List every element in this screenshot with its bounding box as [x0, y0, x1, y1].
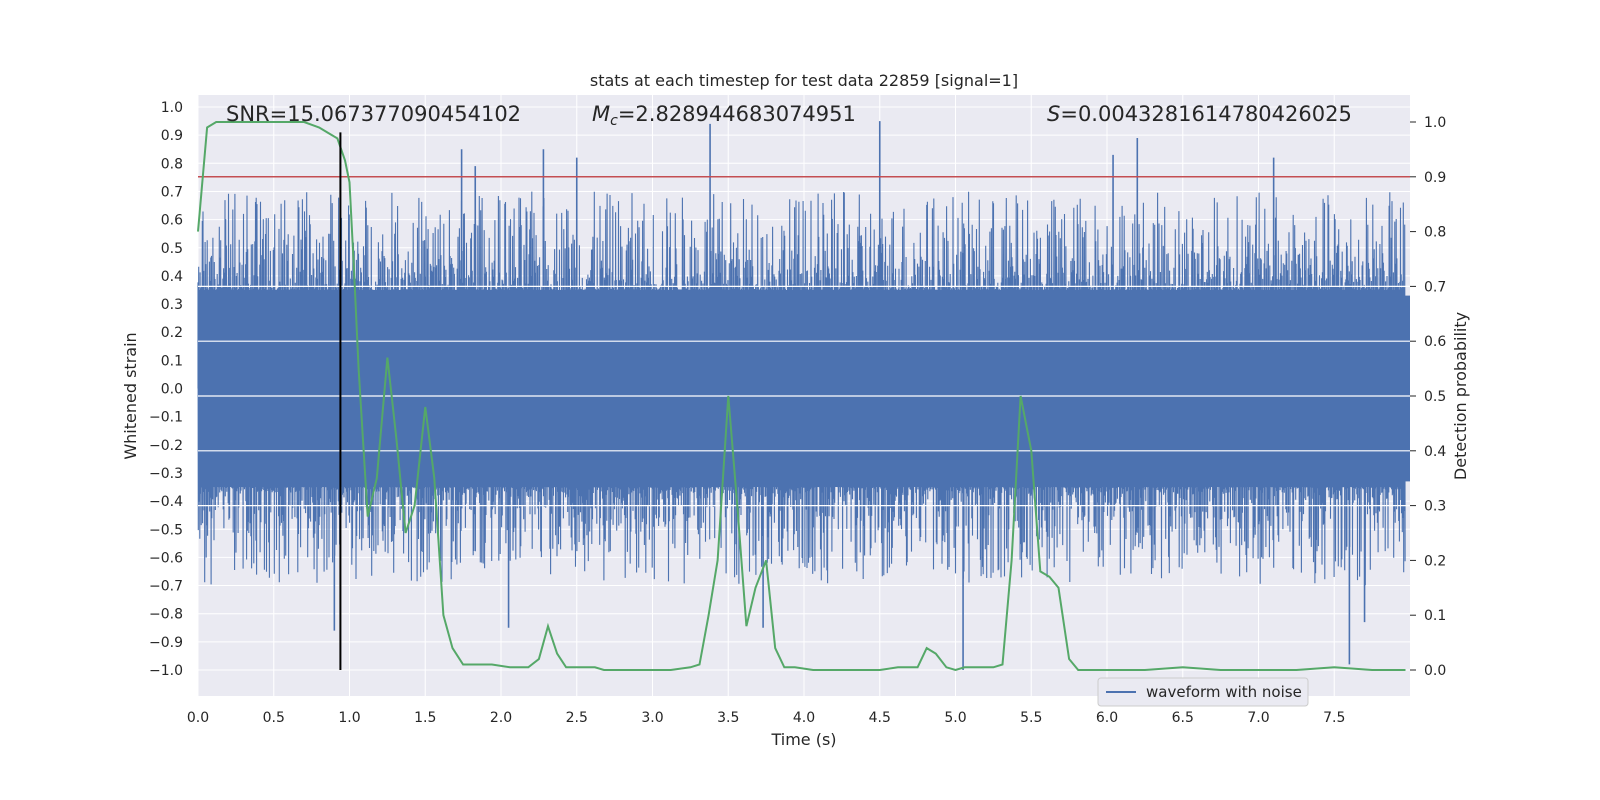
y-right-tick-label: 0.1 [1424, 608, 1446, 624]
mc-subscript: c [610, 113, 618, 129]
x-tick-label: 1.0 [338, 710, 360, 726]
y-tick-label: −0.6 [149, 550, 183, 566]
x-tick-label: 5.5 [1020, 710, 1042, 726]
y-tick-label: 0.0 [161, 382, 183, 398]
mc-symbol: M [592, 102, 610, 126]
x-tick-label: 3.5 [717, 710, 739, 726]
y-axis-label: Whitened strain [121, 332, 140, 459]
detection-probability-line [197, 121, 1406, 672]
y-right-tick-label: 0.7 [1424, 279, 1446, 295]
y-right-tick-label: 0.9 [1424, 170, 1446, 186]
x-tick-label: 7.0 [1247, 710, 1269, 726]
y-right-tick-label: 0.2 [1424, 553, 1446, 569]
y-tick-label: 0.2 [161, 325, 183, 341]
y-tick-label: 0.8 [161, 156, 183, 172]
y-tick-label: −0.3 [149, 466, 183, 482]
y-right-tick-label: 0.8 [1424, 225, 1446, 241]
y-right-tick-label: 0.0 [1424, 663, 1446, 679]
y-right-tick-label: 1.0 [1424, 115, 1446, 131]
x-tick-label: 6.0 [1096, 710, 1118, 726]
y-tick-label: 0.4 [161, 269, 183, 285]
chirp-mass-annotation: Mc=2.828944683074951 [592, 102, 856, 129]
x-tick-label: 6.5 [1172, 710, 1194, 726]
y-axis-right-label: Detection probability [1451, 312, 1470, 480]
y-right-tick-label: 0.3 [1424, 499, 1446, 515]
s-value: =0.0043281614780426025 [1060, 102, 1352, 126]
snr-annotation: SNR=15.067377090454102 [226, 102, 521, 126]
mc-value: =2.828944683074951 [618, 102, 856, 126]
y-tick-label: −0.5 [149, 522, 183, 538]
chart-title: stats at each timestep for test data 228… [590, 71, 1018, 90]
y-tick-label: 0.9 [161, 128, 183, 144]
x-tick-label: 3.0 [641, 710, 663, 726]
x-tick-label: 5.0 [944, 710, 966, 726]
x-tick-label: 4.0 [793, 710, 815, 726]
y-tick-label: −0.2 [149, 438, 183, 454]
right-grid [198, 285, 1410, 507]
y-tick-label: −0.4 [149, 494, 183, 510]
y-tick-label: −0.8 [149, 607, 183, 623]
x-tick-label: 1.5 [414, 710, 436, 726]
y-right-tick-label: 0.6 [1424, 334, 1446, 350]
y-tick-label: 0.5 [161, 241, 183, 257]
y-tick-label: −1.0 [149, 663, 183, 679]
y-right-tick-label: 0.4 [1424, 444, 1446, 460]
y-right-tick-label: 0.5 [1424, 389, 1446, 405]
y-tick-label: 0.7 [161, 184, 183, 200]
x-tick-label: 7.5 [1323, 710, 1345, 726]
s-annotation: S=0.0043281614780426025 [1047, 102, 1352, 126]
x-tick-label: 0.0 [187, 710, 209, 726]
legend: waveform with noise [1097, 677, 1309, 707]
x-tick-label: 4.5 [869, 710, 891, 726]
s-symbol: S [1047, 102, 1060, 126]
y-axis-right-ticks: 1.0 0.9 0.8 0.7 0.6 0.5 0.4 0.3 0.2 0.1 0.0 [1410, 115, 1446, 679]
y-tick-label: −0.9 [149, 635, 183, 651]
x-tick-label: 0.5 [263, 710, 285, 726]
x-axis-label: Time (s) [770, 730, 836, 749]
y-tick-label: −0.1 [149, 410, 183, 426]
y-tick-label: 0.3 [161, 297, 183, 313]
x-tick-label: 2.5 [566, 710, 588, 726]
y-tick-label: −0.7 [149, 579, 183, 595]
y-tick-label: 0.1 [161, 353, 183, 369]
y-tick-label: 0.6 [161, 213, 183, 229]
x-tick-label: 2.0 [490, 710, 512, 726]
legend-label: waveform with noise [1146, 683, 1302, 701]
y-axis-ticks: 1.0 0.9 0.8 0.7 0.6 0.5 0.4 0.3 0.2 0.1 0.0 −0.1 −0.… [149, 100, 183, 679]
x-axis-ticks: 0.0 0.5 1.0 1.5 2.0 2.5 3.0 3.5 4.0 4.5 5.0 5.5 6.0 6… [187, 710, 1346, 726]
y-tick-label: 1.0 [161, 100, 183, 116]
legend-box [1097, 677, 1309, 707]
